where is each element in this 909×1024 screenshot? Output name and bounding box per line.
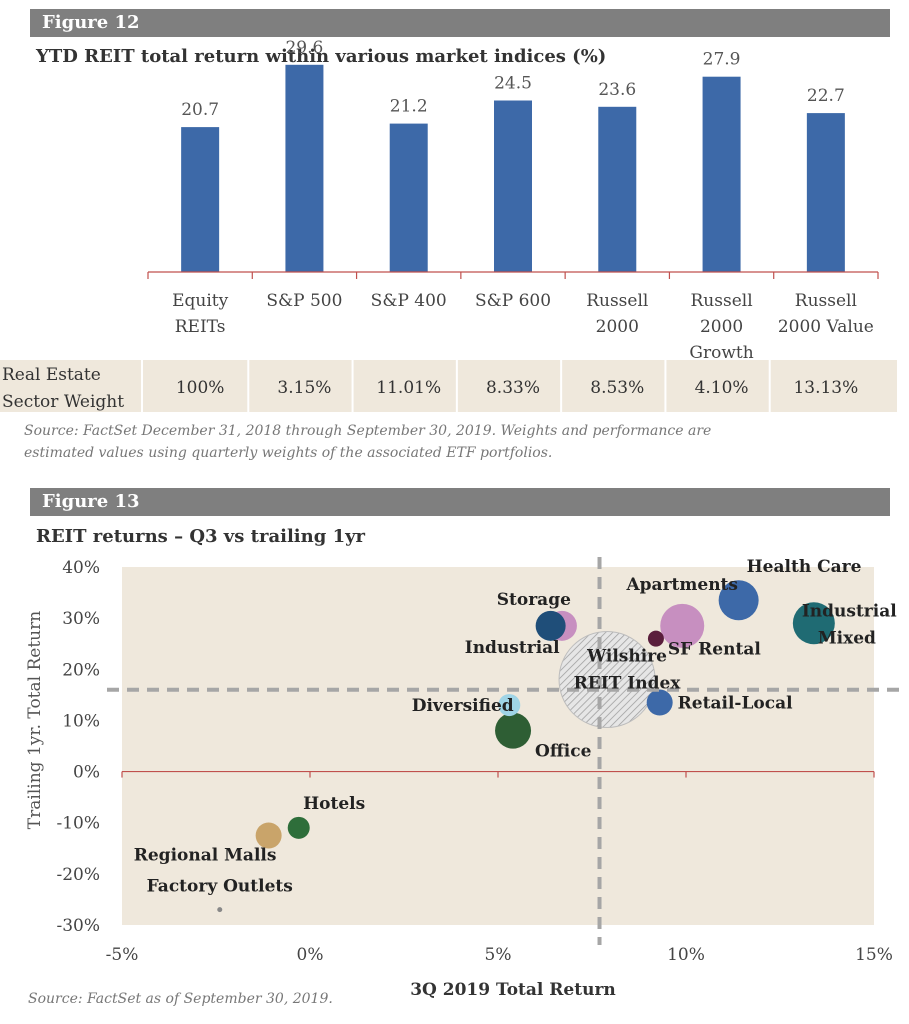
y-tick-label: 0%	[73, 763, 100, 783]
bubble	[646, 689, 673, 716]
figure12-source: Source: FactSet December 31, 2018 throug…	[24, 423, 712, 461]
bubble-label: Health Care	[747, 557, 862, 577]
y-tick-label: -30%	[56, 916, 100, 936]
bar	[806, 113, 845, 272]
category-label: Growth	[689, 343, 753, 363]
bar-value-label: 27.9	[703, 50, 741, 70]
weight-value: 11.01%	[376, 378, 441, 398]
bubble	[718, 580, 759, 621]
weight-value: 13.13%	[793, 378, 858, 398]
category-label: 2000 Value	[778, 317, 874, 337]
bubble	[495, 712, 532, 749]
x-axis-title: 3Q 2019 Total Return	[410, 980, 616, 1000]
figure13-subtitle: REIT returns – Q3 vs trailing 1yr	[36, 526, 366, 547]
bar-value-label: 23.6	[598, 80, 636, 100]
category-label: Russell	[795, 291, 857, 311]
category-label: Equity	[172, 291, 229, 311]
category-label: S&P 500	[266, 291, 342, 311]
x-tick-label: -5%	[106, 945, 139, 965]
bar-value-label: 21.2	[390, 97, 428, 117]
bubble-label: Retail-Local	[678, 694, 793, 714]
bar	[702, 76, 741, 272]
category-label: Russell	[586, 291, 648, 311]
weight-value: 100%	[176, 378, 225, 398]
figure13-header-bar: Figure 13	[30, 488, 890, 516]
bar	[181, 127, 220, 272]
bubble-label: Mixed	[818, 628, 876, 648]
bubble	[558, 631, 656, 729]
weight-value: 3.15%	[277, 378, 331, 398]
y-tick-label: 40%	[62, 558, 100, 578]
bubble-label: Office	[535, 742, 592, 762]
bar-value-label: 29.6	[285, 38, 323, 58]
bar-value-label: 22.7	[807, 86, 845, 106]
category-label: S&P 400	[371, 291, 447, 311]
bubble	[217, 907, 223, 913]
bubble-label: Diversified	[412, 696, 514, 716]
y-tick-label: 30%	[62, 609, 100, 629]
weight-value: 8.33%	[486, 378, 540, 398]
y-tick-label: -20%	[56, 865, 100, 885]
category-label: Russell	[691, 291, 753, 311]
weight-value: 8.53%	[590, 378, 644, 398]
bubble	[535, 610, 566, 641]
weights-row-label: Real Estate	[2, 365, 101, 385]
figure13-source: Source: FactSet as of September 30, 2019…	[28, 991, 333, 1007]
y-axis-title: Trailing 1yr. Total Return	[25, 611, 45, 829]
bubble-label: Industrial	[465, 638, 560, 658]
bubble-label: Apartments	[625, 575, 738, 595]
figure12-subtitle: YTD REIT total return within various mar…	[36, 46, 607, 67]
bubble	[255, 822, 282, 849]
bubble	[660, 603, 705, 648]
bubble-label: Wilshire	[586, 647, 667, 667]
bar	[389, 123, 428, 272]
category-label: 2000	[700, 317, 743, 337]
bubble-label: Storage	[497, 590, 571, 610]
bubble-label: Industrial	[802, 601, 897, 621]
y-tick-label: 10%	[62, 711, 100, 731]
bubble	[287, 816, 310, 839]
bubble-label: SF Rental	[668, 640, 761, 660]
x-tick-label: 10%	[667, 945, 705, 965]
figure12-header-bar: Figure 12	[30, 9, 890, 37]
bar	[494, 100, 532, 272]
weights-row-label: Sector Weight	[2, 392, 124, 412]
bubble	[792, 602, 835, 645]
bubble-label: Hotels	[303, 794, 365, 814]
weights-table-row	[0, 360, 897, 412]
figure13-header: Figure 13	[42, 491, 140, 512]
y-tick-label: 20%	[62, 660, 100, 680]
bubble-label: REIT Index	[574, 674, 682, 694]
bar	[285, 64, 324, 272]
category-label: REITs	[175, 317, 226, 337]
category-label: 2000	[596, 317, 639, 337]
figure12-bar-chart: 20.7 Equity REITs 29.6 S&P 500 21.2 S&P 400 24.…	[0, 38, 897, 412]
category-label: S&P 600	[475, 291, 551, 311]
bubble	[647, 630, 664, 647]
y-tick-label: -10%	[56, 814, 100, 834]
x-tick-label: 15%	[855, 945, 893, 965]
bar	[598, 106, 637, 272]
x-tick-label: 0%	[297, 945, 324, 965]
bubble-label: Regional Malls	[134, 846, 277, 866]
bar-value-label: 24.5	[494, 74, 532, 94]
figure12-header: Figure 12	[42, 12, 140, 33]
bubble-label: Factory Outlets	[147, 877, 293, 897]
x-tick-label: 5%	[485, 945, 512, 965]
bar-value-label: 20.7	[181, 100, 219, 120]
plot-area	[122, 567, 874, 925]
weight-value: 4.10%	[695, 378, 749, 398]
bubble	[498, 694, 521, 717]
